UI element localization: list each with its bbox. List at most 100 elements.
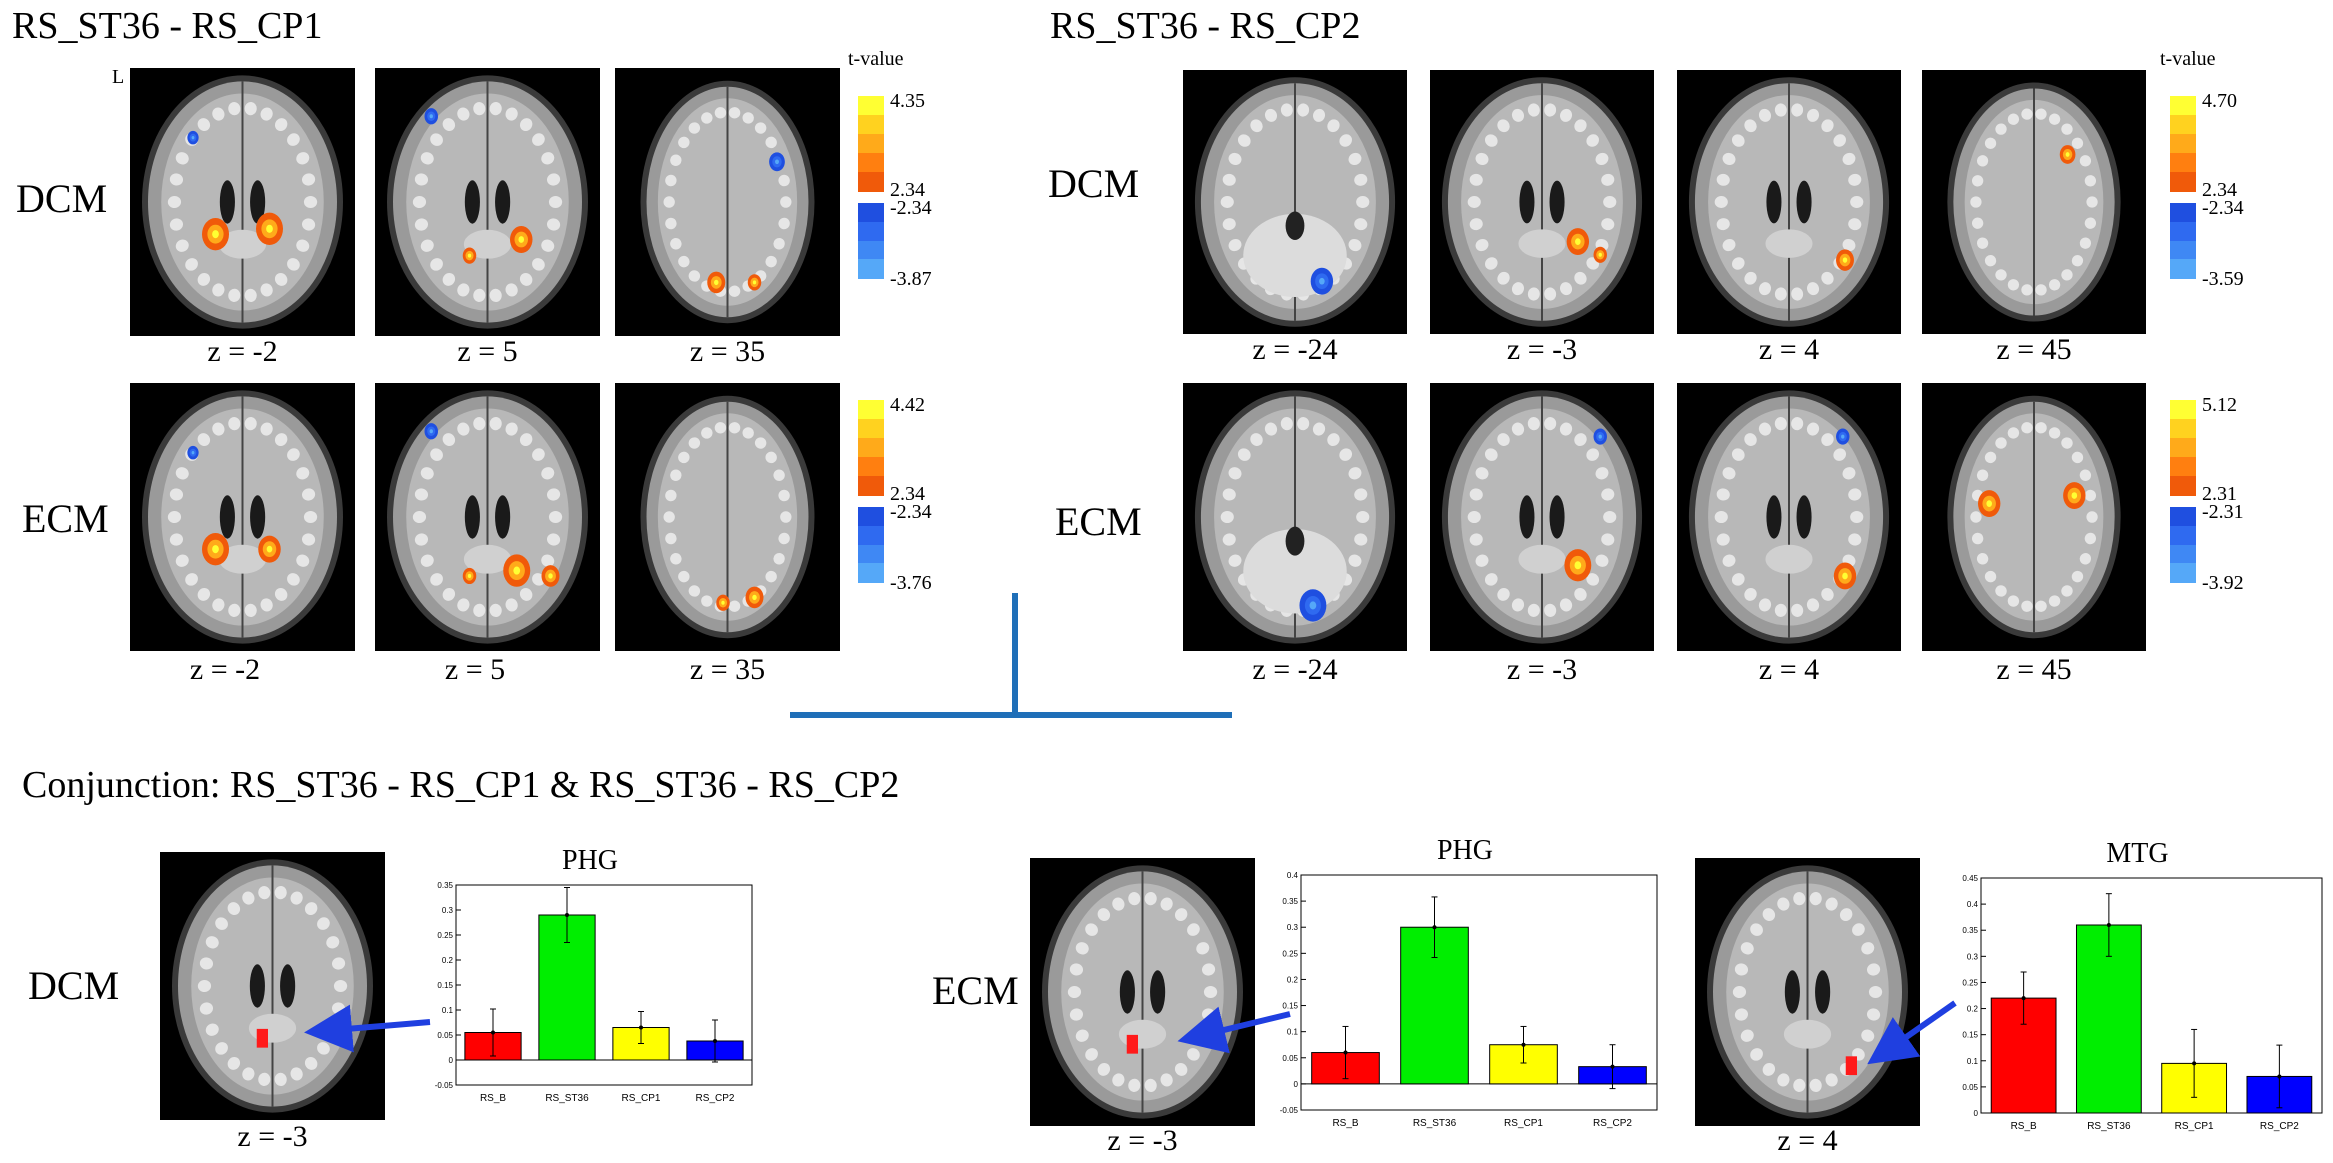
bar [2075,924,2142,1114]
slice-z-label: z = -3 [1506,653,1578,686]
colorbar-value: 4.35 [890,90,925,112]
y-tick-label: 0.1 [442,1006,454,1015]
colorbar-value: 4.42 [890,394,925,416]
colorbar-segment [858,400,884,420]
colorbar-segment [858,203,884,223]
colorbar-value: 4.70 [2202,90,2237,112]
colorbar-segment [858,563,884,583]
colorbar-segment [2170,134,2196,154]
colorbar-segment [2170,172,2196,192]
y-tick-label: 0.35 [1282,897,1298,906]
y-tick-label: 0.3 [1967,952,1979,961]
y-tick-label: 0.15 [1282,1002,1298,1011]
brain-slice [615,68,840,336]
colorbar-value: 5.12 [2202,394,2237,416]
colorbar-value: -2.34 [2202,197,2244,219]
colorbar-segment [2170,544,2196,564]
colorbar-segment [858,134,884,154]
slice-z-label: z = -24 [1252,333,1338,366]
colorbar-segment [2170,507,2196,527]
row-label-dcm-cp2: DCM [1048,161,1140,206]
brain-slice [1183,383,1407,651]
colorbar-value: 2.34 [890,179,925,201]
colorbar-cp1-ecm: 4.42 2.34 -2.34 -3.76 [848,390,948,620]
slice-z-label: z = -24 [1252,653,1338,686]
x-tick-label: RS_CP1 [2175,1121,2214,1132]
colorbar-segment [2170,153,2196,173]
colorbar-segment [2170,457,2196,477]
colorbar-segment [858,259,884,279]
brain-slice [1677,383,1901,651]
slice-z-label: z = 45 [1996,653,2072,686]
y-tick-label: 0.35 [437,881,453,890]
row-label-ecm-conj: ECM [932,968,1019,1013]
brain-slice [1677,70,1901,334]
colorbar-segment [858,525,884,545]
x-tick-label: RS_CP1 [1504,1118,1543,1129]
colorbar-value: -2.34 [890,501,932,523]
bar-chart-dcm-phg: PHG -0.05 0 0.05 0.1 0.15 0.2 0.25 0.3 0.35 RS_B RS… [420,845,760,1115]
y-tick-label: 0.2 [1287,975,1299,984]
panel-title-cp1: RS_ST36 - RS_CP1 [12,5,323,47]
brain-slice [1030,858,1255,1126]
slice-z-label: z = -2 [207,335,278,368]
slice-z-label: z = -3 [1107,1124,1178,1157]
colorbar-segment [858,96,884,116]
colorbar-value: 2.34 [890,483,925,505]
row-label-dcm-conj: DCM [28,963,120,1008]
y-tick-label: -0.05 [435,1081,454,1090]
colorbar-value: -2.34 [890,197,932,219]
brain-slice [1430,70,1654,334]
y-tick-label: 0.05 [1282,1054,1298,1063]
y-tick-label: 0.25 [1962,978,1978,987]
colorbar-segment [2170,240,2196,260]
colorbar-segment [2170,438,2196,458]
y-tick-label: 0.05 [1962,1083,1978,1092]
slice-z-label: z = 4 [1758,333,1820,366]
colorbar-cp2-ecm: 5.12 2.31 -2.31 -3.92 [2160,390,2260,620]
colorbar-segment [2170,221,2196,241]
slice-z-label: z = 35 [689,653,766,686]
slice-z-label: z = 35 [689,335,766,368]
colorbar-segment [2170,400,2196,420]
slice-z-label: z = -2 [189,653,261,686]
colorbar-segment [858,172,884,192]
y-tick-label: 0.15 [437,981,453,990]
y-tick-label: 0.4 [1287,871,1299,880]
y-tick-label: 0.05 [437,1031,453,1040]
colorbar-value: -3.76 [890,572,932,594]
slice-z-label: z = 45 [1996,333,2072,366]
roi-marker [256,1028,268,1048]
y-tick-label: 0.2 [442,956,454,965]
colorbar-segment [858,476,884,496]
x-tick-label: RS_ST36 [545,1093,589,1104]
x-tick-label: RS_ST36 [2087,1121,2131,1132]
colorbar-segment [858,507,884,527]
colorbar-segment [858,115,884,135]
y-tick-label: 0.25 [437,931,453,940]
colorbar-title: t-value [2160,48,2216,70]
colorbar-segment [858,419,884,439]
colorbar-value: 2.31 [2202,483,2237,505]
panel-connector [790,593,1232,718]
row-label-ecm-cp1: ECM [22,496,109,541]
chart-title: MTG [2106,838,2169,869]
slice-z-label: z = 5 [457,335,518,368]
brain-slice [1922,70,2146,334]
x-tick-label: RS_CP1 [622,1093,661,1104]
y-tick-label: 0 [1974,1109,1979,1118]
brain-slice [615,383,840,651]
colorbar-segment [2170,115,2196,135]
slice-z-label: z = 5 [444,653,506,686]
slice-z-label: z = -3 [1506,333,1578,366]
colorbar-segment [858,153,884,173]
brain-slice [130,383,355,651]
colorbar-cp1-dcm: t-value 4.35 2.34 -2.34 -3.87 [848,48,948,308]
brain-slice [1430,383,1654,651]
y-tick-label: 0.35 [1962,926,1978,935]
slice-z-label: z = 4 [1758,653,1820,686]
y-tick-label: 0.2 [1967,1005,1979,1014]
colorbar-segment [2170,419,2196,439]
x-tick-label: RS_B [480,1093,506,1104]
x-tick-label: RS_ST36 [1413,1118,1457,1129]
